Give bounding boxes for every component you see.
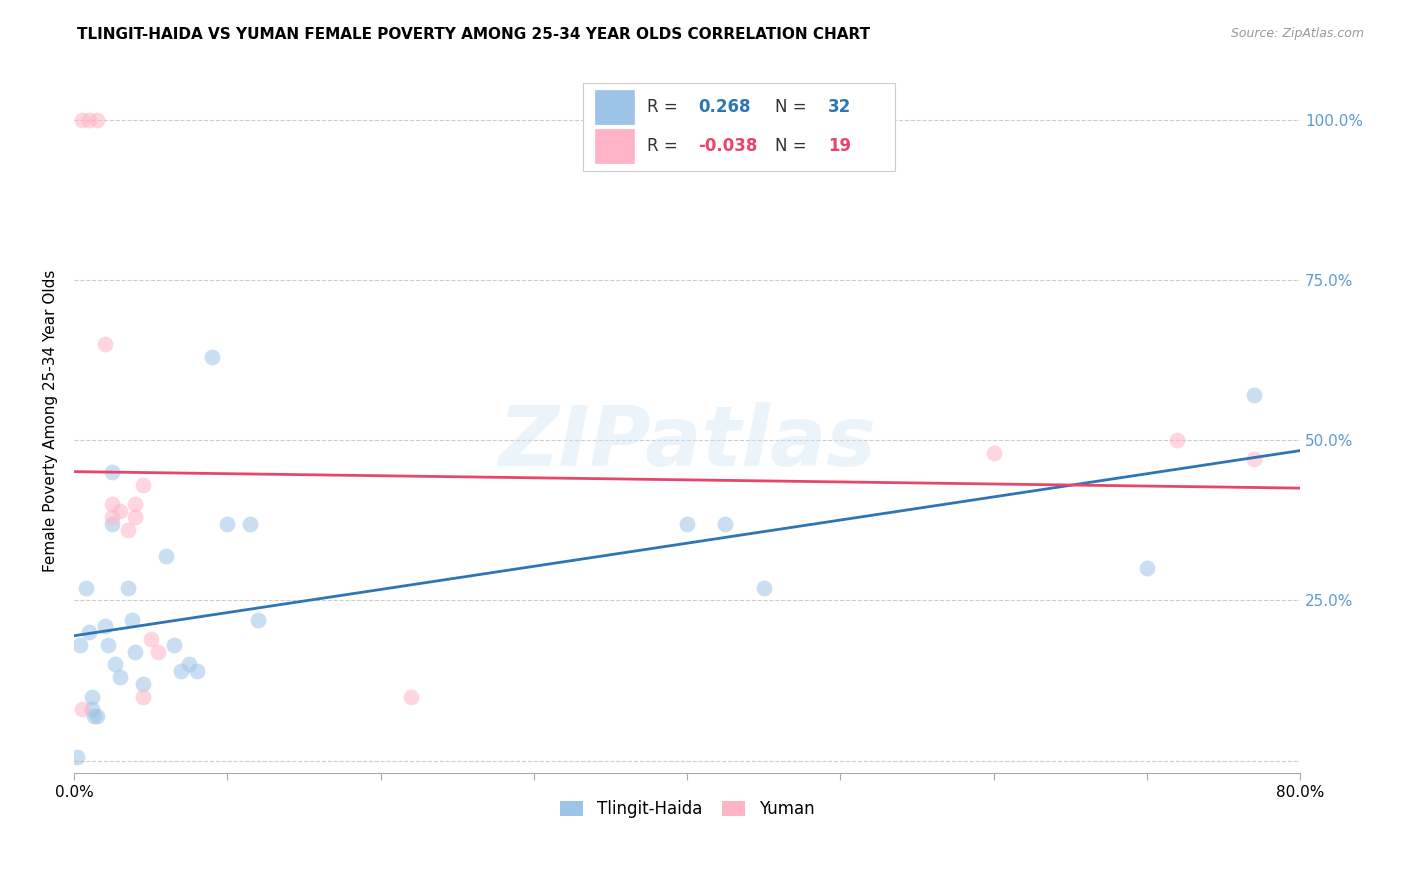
Point [1166, 433, 1188, 447]
Text: 19: 19 [828, 137, 851, 155]
Point [1243, 452, 1265, 467]
Point [139, 632, 162, 646]
Point [239, 516, 262, 531]
Text: 32: 32 [828, 98, 851, 116]
Point [1243, 388, 1265, 402]
Point [117, 581, 139, 595]
Point [75, 581, 97, 595]
Text: 0.268: 0.268 [699, 98, 751, 116]
Point [86, 112, 108, 127]
Point [69, 638, 91, 652]
Point [101, 510, 124, 524]
Point [66, 750, 89, 764]
Point [132, 676, 155, 690]
Point [163, 638, 186, 652]
Point [148, 645, 170, 659]
Text: ZIPatlas: ZIPatlas [498, 401, 876, 483]
Point [170, 664, 193, 678]
Text: TLINGIT-HAIDA VS YUMAN FEMALE POVERTY AMONG 25-34 YEAR OLDS CORRELATION CHART: TLINGIT-HAIDA VS YUMAN FEMALE POVERTY AM… [77, 27, 870, 42]
Point [93, 619, 115, 633]
Point [121, 613, 143, 627]
Point [83, 708, 105, 723]
Legend: Tlingit-Haida, Yuman: Tlingit-Haida, Yuman [553, 794, 821, 825]
Point [97, 638, 120, 652]
Point [82, 702, 104, 716]
Point [155, 549, 177, 563]
Y-axis label: Female Poverty Among 25-34 Year Olds: Female Poverty Among 25-34 Year Olds [44, 269, 58, 572]
Point [983, 446, 1005, 460]
Point [124, 497, 146, 511]
Point [399, 690, 422, 704]
Point [93, 337, 115, 351]
Point [101, 465, 124, 479]
Point [108, 504, 131, 518]
Point [124, 510, 146, 524]
Point [714, 516, 737, 531]
Point [101, 516, 124, 531]
Text: Source: ZipAtlas.com: Source: ZipAtlas.com [1230, 27, 1364, 40]
Text: N =: N = [775, 137, 813, 155]
FancyBboxPatch shape [595, 90, 634, 124]
Text: -0.038: -0.038 [699, 137, 758, 155]
Point [676, 516, 699, 531]
Point [186, 664, 208, 678]
FancyBboxPatch shape [583, 83, 896, 170]
Point [82, 690, 104, 704]
Text: R =: R = [647, 98, 682, 116]
Point [132, 478, 155, 492]
Point [246, 613, 269, 627]
Point [86, 708, 108, 723]
Point [132, 690, 155, 704]
Point [217, 516, 239, 531]
Point [108, 670, 131, 684]
Point [101, 497, 124, 511]
Point [201, 350, 224, 364]
Text: R =: R = [647, 137, 682, 155]
Point [1136, 561, 1159, 575]
Point [177, 657, 200, 672]
Point [70, 112, 93, 127]
Point [752, 581, 775, 595]
Point [79, 625, 101, 640]
Point [79, 112, 101, 127]
Point [117, 523, 139, 537]
FancyBboxPatch shape [595, 129, 634, 163]
Text: N =: N = [775, 98, 813, 116]
Point [124, 645, 146, 659]
Point [70, 702, 93, 716]
Point [104, 657, 127, 672]
